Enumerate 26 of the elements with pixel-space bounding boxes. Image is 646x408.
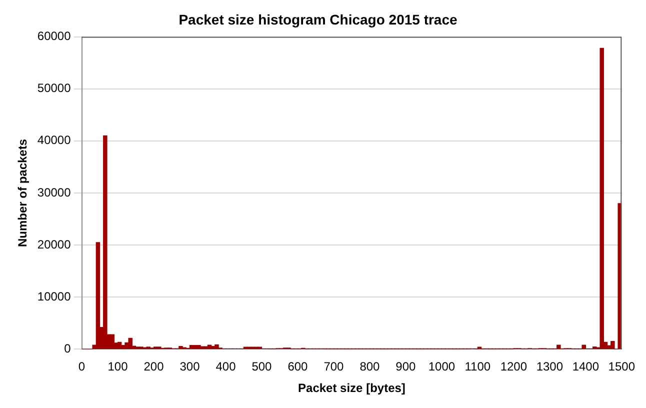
y-tick-label: 10000 — [37, 289, 72, 304]
y-tick-label: 20000 — [37, 237, 72, 252]
x-tick-label: 1300 — [536, 360, 564, 374]
y-axis-title: Number of packets — [16, 138, 30, 248]
x-tick-label: 700 — [324, 360, 344, 374]
x-tick-label: 300 — [180, 360, 200, 374]
x-tick-label: 900 — [396, 360, 416, 374]
x-tick-label: 1200 — [500, 360, 528, 374]
x-tick-label: 400 — [216, 360, 236, 374]
x-tick-label: 0 — [78, 360, 86, 374]
x-tick-label: 1400 — [572, 360, 600, 374]
x-tick-label: 1100 — [464, 360, 491, 374]
x-tick-label: 1000 — [428, 360, 456, 374]
x-tick-label: 1500 — [608, 360, 636, 374]
y-tick-label: 30000 — [37, 185, 72, 200]
x-tick-label: 600 — [288, 360, 308, 374]
x-axis-title: Packet size [bytes] — [298, 381, 406, 396]
y-tick-label: 60000 — [37, 29, 72, 44]
y-tick-label: 40000 — [37, 133, 72, 148]
y-tick-label: 0 — [64, 342, 72, 356]
x-tick-label: 100 — [108, 360, 128, 374]
x-tick-label: 500 — [252, 360, 272, 374]
y-tick-label: 50000 — [37, 81, 72, 96]
x-tick-label: 800 — [360, 360, 380, 374]
x-tick-label: 200 — [144, 360, 164, 374]
chart-title: Packet size histogram Chicago 2015 trace — [178, 11, 458, 28]
